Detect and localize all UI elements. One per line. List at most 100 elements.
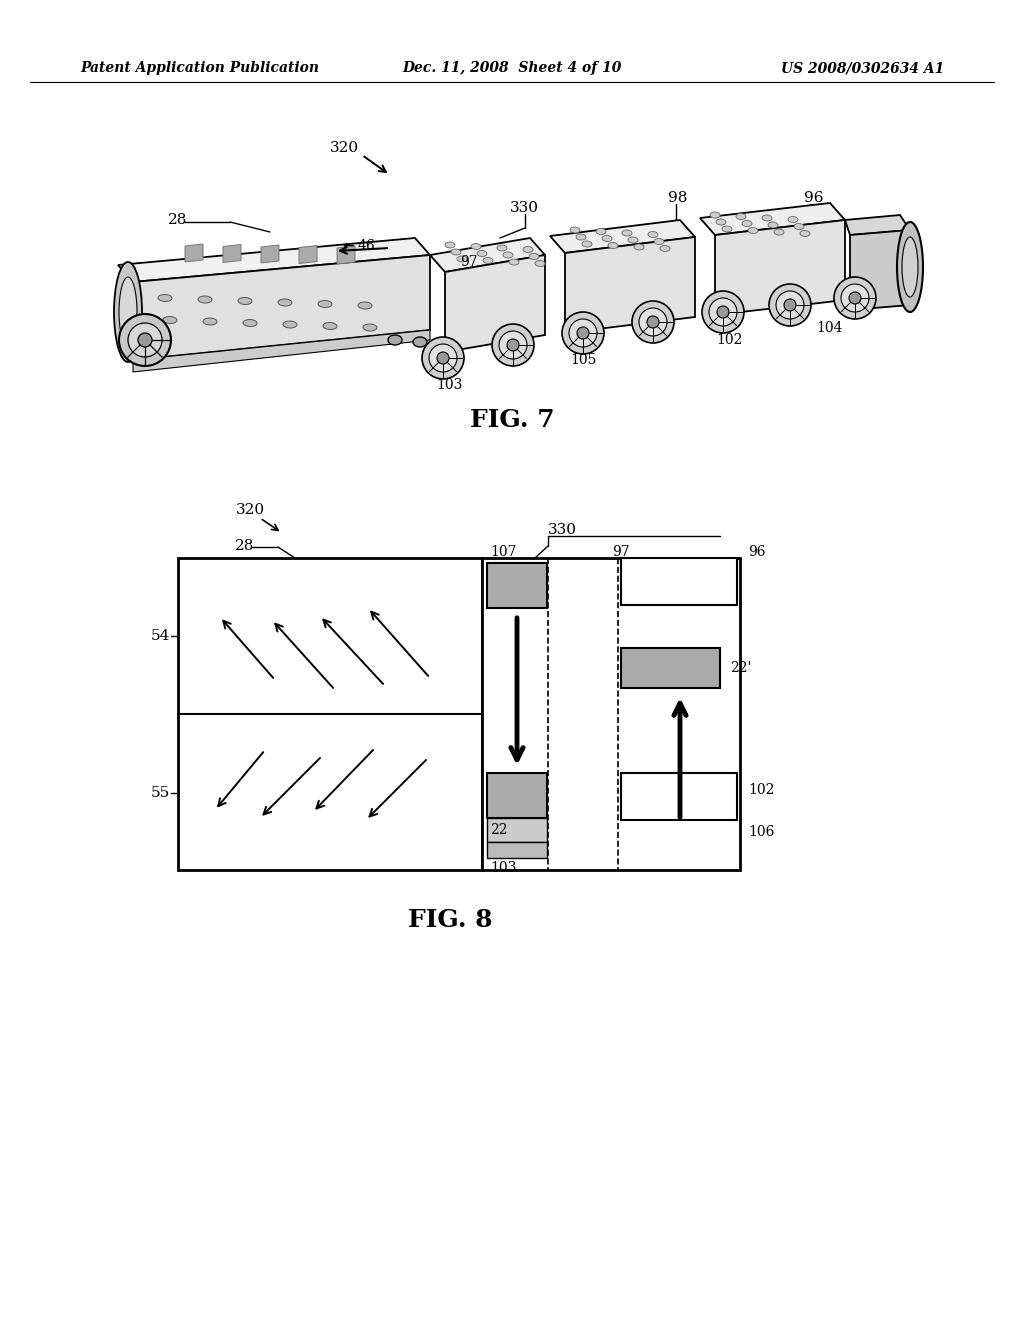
Ellipse shape [702, 290, 744, 333]
Text: 330: 330 [548, 523, 577, 537]
Polygon shape [487, 818, 547, 842]
Polygon shape [118, 238, 430, 282]
Polygon shape [223, 244, 241, 263]
Ellipse shape [523, 247, 534, 252]
Text: 22': 22' [730, 661, 752, 675]
Ellipse shape [596, 228, 606, 235]
Ellipse shape [243, 319, 257, 326]
Ellipse shape [413, 337, 427, 347]
Text: 28: 28 [234, 539, 254, 553]
Polygon shape [299, 246, 317, 264]
Ellipse shape [445, 242, 455, 248]
Ellipse shape [492, 323, 534, 366]
Ellipse shape [535, 260, 545, 267]
Ellipse shape [710, 213, 720, 218]
Ellipse shape [648, 231, 658, 238]
Text: US 2008/0302634 A1: US 2008/0302634 A1 [780, 61, 944, 75]
Ellipse shape [774, 228, 784, 235]
Text: 105: 105 [569, 352, 596, 367]
Ellipse shape [762, 215, 772, 220]
Polygon shape [850, 230, 910, 310]
Ellipse shape [503, 252, 513, 257]
Ellipse shape [639, 308, 667, 337]
Text: 22: 22 [490, 822, 508, 837]
Text: FIG. 7: FIG. 7 [470, 408, 554, 432]
Ellipse shape [608, 243, 618, 248]
Polygon shape [487, 842, 547, 858]
Ellipse shape [358, 302, 372, 309]
Ellipse shape [569, 319, 597, 347]
Ellipse shape [323, 322, 337, 330]
Ellipse shape [163, 317, 177, 323]
Polygon shape [715, 220, 845, 315]
Ellipse shape [388, 335, 402, 345]
Text: 98: 98 [668, 191, 687, 205]
Polygon shape [133, 330, 430, 372]
Ellipse shape [654, 239, 664, 244]
Text: 103: 103 [437, 378, 463, 392]
Ellipse shape [577, 327, 589, 339]
Ellipse shape [457, 256, 467, 261]
Polygon shape [845, 215, 910, 235]
Ellipse shape [114, 261, 142, 362]
Ellipse shape [278, 300, 292, 306]
Ellipse shape [429, 345, 457, 372]
Ellipse shape [897, 222, 923, 312]
Ellipse shape [717, 306, 729, 318]
Ellipse shape [119, 277, 137, 347]
Ellipse shape [362, 323, 377, 331]
Ellipse shape [577, 234, 586, 240]
Ellipse shape [834, 277, 876, 319]
Ellipse shape [660, 246, 670, 252]
Ellipse shape [437, 352, 449, 364]
Polygon shape [621, 558, 737, 605]
Ellipse shape [562, 312, 604, 354]
Ellipse shape [483, 257, 493, 264]
Ellipse shape [841, 284, 869, 312]
Text: Patent Application Publication: Patent Application Publication [80, 61, 319, 75]
Polygon shape [487, 564, 547, 609]
Ellipse shape [634, 244, 644, 249]
Polygon shape [133, 255, 430, 360]
Polygon shape [565, 238, 695, 333]
Polygon shape [482, 558, 740, 870]
Ellipse shape [902, 238, 918, 297]
Polygon shape [550, 220, 695, 253]
Text: 107: 107 [490, 545, 516, 558]
Ellipse shape [622, 230, 632, 236]
Text: 320: 320 [330, 141, 359, 154]
Ellipse shape [570, 227, 580, 234]
Text: $\leftarrow$46: $\leftarrow$46 [340, 238, 376, 252]
Text: 54: 54 [151, 630, 170, 643]
Ellipse shape [776, 290, 804, 319]
Ellipse shape [736, 214, 746, 219]
Ellipse shape [471, 243, 481, 249]
Ellipse shape [158, 294, 172, 301]
Ellipse shape [709, 298, 737, 326]
Ellipse shape [529, 253, 539, 260]
Ellipse shape [422, 337, 464, 379]
Text: 96: 96 [804, 191, 823, 205]
Ellipse shape [748, 227, 758, 234]
Ellipse shape [499, 331, 527, 359]
Polygon shape [178, 558, 482, 870]
Text: 320: 320 [236, 503, 265, 517]
Ellipse shape [318, 301, 332, 308]
Ellipse shape [632, 301, 674, 343]
Text: 96: 96 [748, 545, 766, 558]
Ellipse shape [602, 235, 612, 242]
Ellipse shape [628, 238, 638, 243]
Ellipse shape [768, 222, 778, 228]
Ellipse shape [849, 292, 861, 304]
Text: FIG. 8: FIG. 8 [408, 908, 493, 932]
Polygon shape [621, 774, 737, 820]
Ellipse shape [451, 249, 461, 255]
Ellipse shape [203, 318, 217, 325]
Ellipse shape [119, 314, 171, 366]
Text: 97: 97 [460, 255, 477, 269]
Polygon shape [261, 246, 279, 263]
Ellipse shape [507, 339, 519, 351]
Text: 97: 97 [612, 545, 630, 558]
Text: Dec. 11, 2008  Sheet 4 of 10: Dec. 11, 2008 Sheet 4 of 10 [402, 61, 622, 75]
Ellipse shape [716, 219, 726, 224]
